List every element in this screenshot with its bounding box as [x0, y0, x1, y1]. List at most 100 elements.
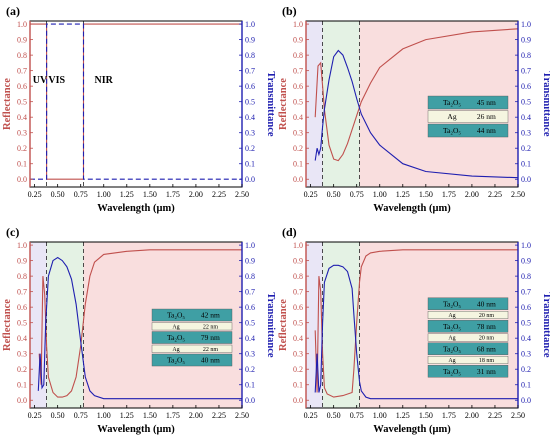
vis-band: [322, 21, 360, 187]
x-tick-label: 0.50: [327, 411, 341, 420]
y-tick-label-left: 0.0: [17, 396, 27, 405]
y-tick-label-left: 0.1: [293, 160, 303, 169]
y-tick-label-right: 0.2: [521, 365, 531, 374]
x-tick-label: 1.75: [166, 190, 180, 199]
y-tick-label-left: 0.6: [293, 303, 303, 312]
y-tick-label-right: 0.8: [521, 272, 531, 281]
x-tick-label: 1.75: [442, 411, 456, 420]
x-tick-label: 1.00: [97, 190, 111, 199]
y-axis-label-right: Transmittance: [541, 71, 550, 136]
x-tick-label: 1.75: [442, 190, 456, 199]
y-tick-label-left: 0.0: [17, 175, 27, 184]
y-axis-label-right: Transmittance: [541, 292, 550, 357]
y-tick-label-right: 0.6: [521, 82, 531, 91]
plot-frame: [29, 20, 243, 188]
layer-thickness: 44 nm: [477, 126, 496, 135]
x-tick-label: 1.00: [373, 190, 387, 199]
y-tick-label-right: 0.8: [521, 51, 531, 60]
y-tick-label-left: 0.4: [293, 113, 303, 122]
y-tick-label-left: 0.9: [293, 256, 303, 265]
x-axis-label: Wavelength (μm): [97, 203, 175, 214]
metal-layer: [427, 333, 509, 342]
y-tick-label-left: 0.2: [293, 365, 303, 374]
layer-thickness: 78 nm: [477, 322, 496, 331]
y-tick-label-right: 0.3: [521, 129, 531, 138]
layer-thickness: 20 nm: [479, 313, 495, 319]
y-tick-label-right: 0.0: [245, 396, 255, 405]
panel-label: (c): [6, 225, 19, 239]
layer-material: Ag: [172, 347, 179, 353]
y-tick-label-right: 0.6: [521, 303, 531, 312]
y-tick-label-left: 0.1: [17, 160, 27, 169]
y-tick-label-right: 0.5: [245, 97, 255, 106]
layer-material: Ta₂O₅: [443, 299, 461, 308]
x-tick-label: 1.50: [419, 411, 433, 420]
x-tick-label: 0.75: [350, 190, 364, 199]
y-axis-label-left: Reflectance: [2, 78, 13, 130]
y-tick-label-right: 1.0: [245, 20, 255, 29]
x-tick-label: 1.50: [143, 190, 157, 199]
y-tick-label-right: 0.4: [245, 113, 255, 122]
region-label: UV: [33, 75, 48, 86]
region-label: NIR: [95, 75, 114, 86]
x-tick-label: 2.00: [465, 190, 479, 199]
y-tick-label-right: 0.4: [521, 334, 531, 343]
layer-stack: Ta₂O₅ 42 nm Ag 22 nm Ta₂O₅ 79 nm Ag 22 nm Ta₂O₅ 4…: [151, 308, 233, 367]
y-tick-label-left: 0.7: [293, 66, 303, 75]
panel-b: 0.25 0.50 0.75 1.00 1.25 1.50 1.75 2.00 2.25 2.50…: [278, 4, 550, 214]
region-label: VIS: [48, 75, 65, 86]
y-tick-label-right: 1.0: [521, 20, 531, 29]
x-tick-label: 0.25: [28, 190, 42, 199]
x-tick-label: 2.50: [511, 411, 525, 420]
metal-layer: [427, 311, 509, 319]
y-tick-label-left: 0.9: [17, 35, 27, 44]
layer-material: Ag: [448, 336, 455, 342]
y-tick-label-right: 0.6: [245, 82, 255, 91]
layer-thickness: 22 nm: [203, 324, 219, 330]
y-tick-label-right: 0.0: [245, 175, 255, 184]
oxide-layer: [427, 342, 509, 355]
y-tick-label-left: 0.5: [293, 318, 303, 327]
y-tick-label-left: 0.7: [17, 66, 27, 75]
panel-a: 0.25 0.50 0.75 1.00 1.25 1.50 1.75 2.00 2.25 2.50…: [2, 4, 276, 214]
oxide-layer: [427, 297, 509, 310]
layer-material: Ta₂O₅: [443, 98, 461, 107]
transmittance-line: [314, 264, 518, 400]
y-tick-label-right: 0.6: [245, 303, 255, 312]
layer-thickness: 45 nm: [477, 98, 496, 107]
layer-thickness: 31 nm: [477, 367, 496, 376]
x-tick-label: 2.25: [212, 190, 226, 199]
y-tick-label-right: 0.4: [245, 334, 255, 343]
y-tick-label-right: 0.7: [245, 66, 255, 75]
y-tick-label-right: 0.0: [521, 175, 531, 184]
y-tick-label-left: 1.0: [293, 241, 303, 250]
y-tick-label-left: 0.8: [293, 272, 303, 281]
metal-layer: [427, 356, 509, 364]
reflectance-line: [314, 28, 519, 162]
layer-thickness: 18 nm: [479, 358, 495, 364]
vis-band: [322, 242, 360, 408]
y-tick-label-left: 0.8: [293, 51, 303, 60]
y-tick-label-right: 0.1: [245, 160, 255, 169]
x-tick-label: 0.50: [327, 190, 341, 199]
layer-material: Ta₂O₅: [443, 367, 461, 376]
layer-material: Ta₂O₅: [167, 311, 185, 320]
y-tick-label-right: 0.9: [245, 256, 255, 265]
y-tick-label-left: 0.0: [293, 396, 303, 405]
x-tick-label: 1.00: [373, 411, 387, 420]
y-tick-label-right: 0.8: [245, 51, 255, 60]
layer-thickness: 22 nm: [203, 347, 219, 353]
x-tick-label: 1.25: [396, 190, 410, 199]
layer-thickness: 42 nm: [201, 311, 220, 320]
y-tick-label-left: 0.2: [17, 365, 27, 374]
y-tick-label-left: 0.0: [293, 175, 303, 184]
panel-label: (a): [6, 4, 20, 18]
layer-material: Ag: [448, 358, 455, 364]
y-tick-label-right: 0.9: [245, 35, 255, 44]
y-tick-label-left: 0.8: [17, 272, 27, 281]
y-tick-label-right: 0.4: [521, 113, 531, 122]
y-tick-label-right: 0.1: [521, 160, 531, 169]
y-tick-label-right: 0.1: [521, 381, 531, 390]
x-tick-label: 0.75: [74, 190, 88, 199]
